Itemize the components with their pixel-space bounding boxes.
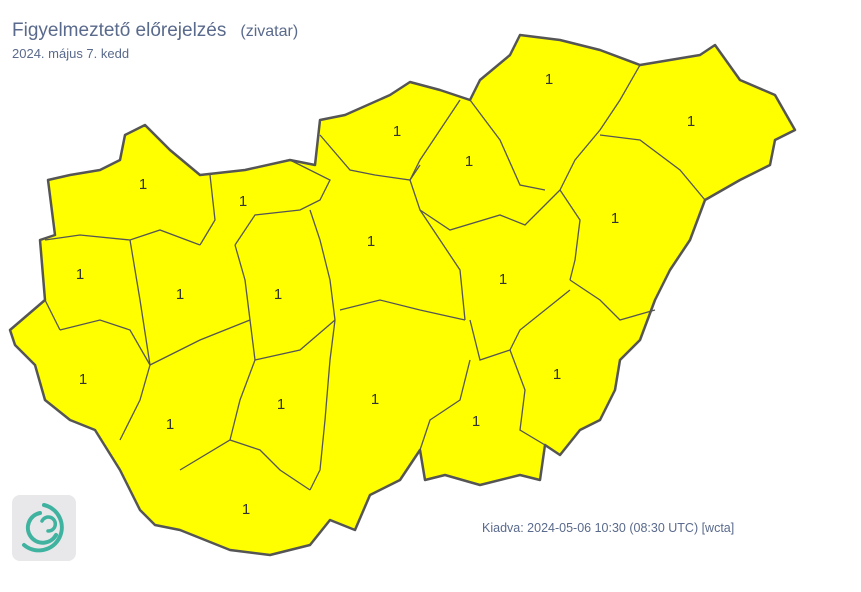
county-borders xyxy=(44,64,706,491)
county-level-somogy: 1 xyxy=(166,416,174,433)
hungary-outline xyxy=(8,33,797,557)
issued-timestamp: Kiadva: 2024-05-06 10:30 (08:30 UTC) [wc… xyxy=(482,521,735,535)
county-level-nograd: 1 xyxy=(393,123,401,140)
county-level-szabolcs: 1 xyxy=(687,113,695,130)
county-level-bekes: 1 xyxy=(553,366,561,383)
county-level-veszprem: 1 xyxy=(176,286,184,303)
county-level-pest: 1 xyxy=(367,233,375,250)
county-level-jnsz: 1 xyxy=(499,271,507,288)
county-level-labels: 1 1 1 1 1 1 1 1 1 1 1 1 1 1 1 1 1 1 1 xyxy=(76,71,695,518)
met-service-logo xyxy=(12,495,76,561)
county-level-gyor: 1 xyxy=(139,176,147,193)
county-level-heves: 1 xyxy=(465,153,473,170)
county-level-bacs: 1 xyxy=(371,391,379,408)
county-level-fejer: 1 xyxy=(274,286,282,303)
page-title: Figyelmeztető előrejelzés (zivatar) xyxy=(12,20,298,42)
county-level-hajdu: 1 xyxy=(611,210,619,227)
county-level-zala: 1 xyxy=(79,371,87,388)
title-text: Figyelmeztető előrejelzés xyxy=(12,20,227,41)
forecast-date: 2024. május 7. kedd xyxy=(12,46,130,61)
county-level-baranya: 1 xyxy=(242,501,250,518)
county-level-tolna: 1 xyxy=(277,396,285,413)
spiral-logo-icon xyxy=(22,503,64,553)
county-level-borsod: 1 xyxy=(545,71,553,88)
hazard-type: (zivatar) xyxy=(240,23,299,40)
county-level-csongrad: 1 xyxy=(472,413,480,430)
county-level-vas: 1 xyxy=(76,266,84,283)
county-level-komarom: 1 xyxy=(239,193,247,210)
